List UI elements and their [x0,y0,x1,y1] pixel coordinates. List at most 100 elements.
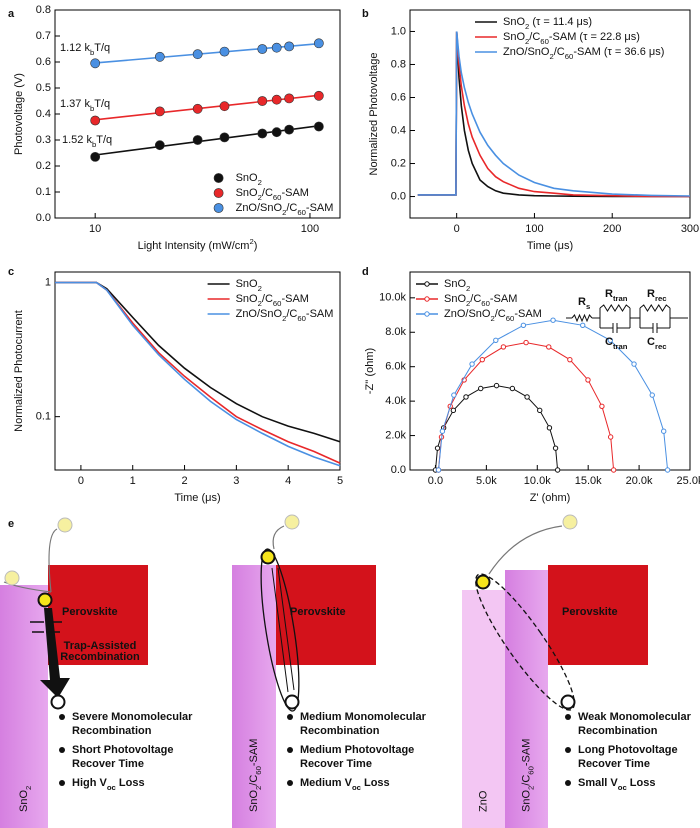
legend-label: SnO2/C60-SAM [236,187,309,202]
resistor [639,304,671,312]
y-tick-label: 1 [45,277,51,289]
x-tick-label: 200 [603,223,621,235]
y-tick-label: 1.0 [391,25,406,37]
y-tick-label: 0.0 [391,190,406,202]
y-axis-label: -Z'' (ohm) [364,348,376,394]
legend-marker [213,188,224,198]
data-point [257,128,268,139]
capacitor [600,323,630,333]
x-axis-label: Z' (ohm) [530,492,571,504]
hole [284,694,300,710]
data-point [478,385,484,392]
transport-layer [0,585,48,828]
trap-states [30,621,62,633]
bullet-text: Recombination [578,725,658,737]
perovskite-label: Perovskite [562,606,618,618]
bullet [565,780,571,786]
circuit-label: Crec [647,336,667,351]
legend-label: ZnO/SnO2/C60-SAM [236,308,334,323]
data-point [257,44,268,54]
data-point [664,467,671,473]
y-tick-label: 0.4 [36,108,51,120]
bullet [565,747,571,753]
bullet-text: Long Photovoltage [578,744,678,756]
data-point [610,467,617,473]
data-point [90,58,101,69]
legend-label: ZnO/SnO2/C60-SAM [444,308,542,323]
data-point [493,382,500,389]
circuit [566,304,688,333]
data-point [192,135,203,145]
bullet-text: Medium Monomolecular [300,711,427,723]
y-tick-label: 0.0 [391,464,406,476]
panel-letter: d [362,266,369,278]
data-point [439,428,446,434]
y-tick-label: 0.5 [36,82,51,94]
data-point [463,394,469,400]
x-tick-label: 5.0k [476,475,497,487]
bullet-text: Recombination [72,725,152,737]
layer-label: SnO2/C60-SAM [520,739,535,812]
data-point [607,337,614,343]
data-point [599,403,605,409]
series-line [55,281,341,443]
bullet [287,747,293,753]
data-point [154,140,165,151]
data-point [450,407,457,414]
bullet-text: Recover Time [300,758,372,770]
wire [592,308,688,328]
bullet-text: Recover Time [578,758,650,770]
bullet-text: Severe Monomolecular [72,711,193,723]
circuit-label: Rs [578,296,590,311]
y-tick-label: 0.8 [391,58,406,70]
fit-line [95,42,319,64]
bullet [287,780,293,786]
data-point [219,46,230,57]
annotation: 1.52 kbT/q [62,134,112,149]
trap-arrow [40,608,70,698]
legend-label: ZnO/SnO2/C60-SAM [236,202,334,217]
data-point [271,42,282,53]
legend-marker [424,281,430,287]
data-point [154,51,165,62]
x-tick-label: 20.0k [626,475,653,487]
resistor [571,313,593,323]
y-axis-label: Normalized Photovoltage [368,53,380,176]
x-tick-label: 10 [89,223,101,235]
data-point [580,322,586,329]
exciton-ellipse [260,548,300,712]
data-point [523,339,529,346]
y-tick-label: 0.8 [36,4,51,16]
plot-frame [409,271,691,471]
series-line [55,281,341,467]
plot-frame [54,271,341,471]
legend-label: SnO2/C60-SAM [236,293,309,308]
data-point [546,425,553,431]
photon-path [272,525,285,550]
y-axis-label: Photovoltage (V) [13,73,25,155]
data-point [552,445,559,451]
data-point [524,394,530,400]
bullet [59,780,65,786]
legend-label: SnO2/C60-SAM [444,293,517,308]
bullet [287,714,293,720]
bullet-text: Recover Time [72,758,144,770]
bullet [59,747,65,753]
x-tick-label: 25.0k [677,475,700,487]
photon [284,514,300,530]
bullet [59,714,65,720]
annotation: 1.12 kbT/q [60,42,110,57]
y-tick-label: 10.0k [379,292,406,304]
resistor [599,304,631,312]
transport-layer [462,590,505,828]
bullet-text: High Voc Loss [72,777,145,792]
perovskite-layer [276,565,376,665]
data-point [284,93,295,104]
electron [37,592,53,608]
series-line [417,31,691,197]
x-tick-label: 2 [181,475,187,487]
y-tick-label: 0.3 [36,134,51,146]
x-axis-label: Time (μs) [174,492,220,504]
legend-marker [424,296,430,302]
bullet-text: Small Voc Loss [578,777,655,792]
